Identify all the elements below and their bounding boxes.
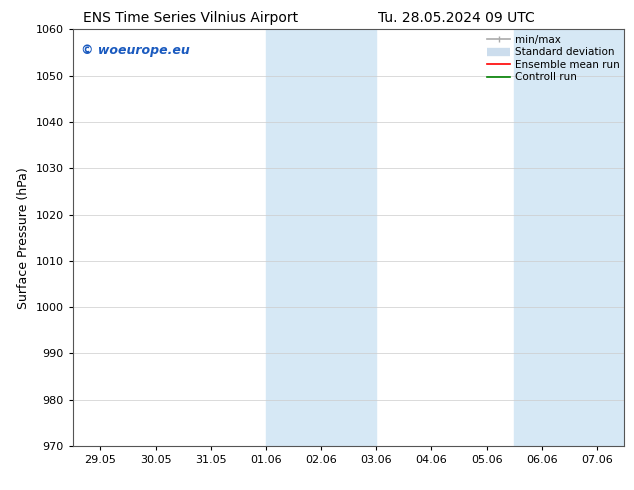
Text: ENS Time Series Vilnius Airport: ENS Time Series Vilnius Airport — [82, 11, 298, 25]
Text: © woeurope.eu: © woeurope.eu — [81, 44, 190, 57]
Bar — [266, 29, 377, 446]
Y-axis label: Surface Pressure (hPa): Surface Pressure (hPa) — [17, 167, 30, 309]
Text: Tu. 28.05.2024 09 UTC: Tu. 28.05.2024 09 UTC — [378, 11, 535, 25]
Legend: min/max, Standard deviation, Ensemble mean run, Controll run: min/max, Standard deviation, Ensemble me… — [486, 32, 621, 84]
Bar — [514, 29, 624, 446]
